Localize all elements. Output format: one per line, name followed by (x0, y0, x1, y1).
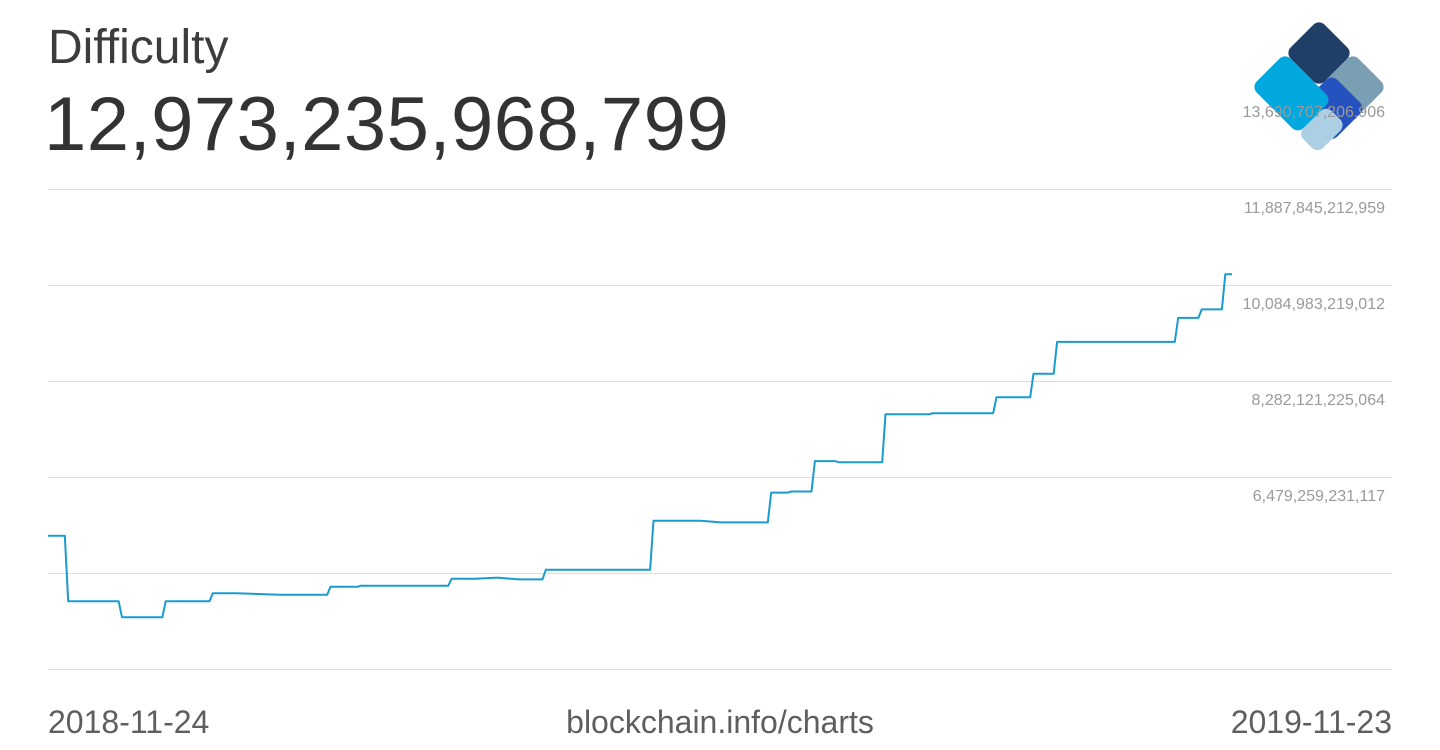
logo-dark-square (1288, 22, 1350, 84)
y-tick-label: 8,282,121,225,064 (1252, 392, 1386, 409)
end-date-label: 2019-11-23 (1230, 704, 1392, 740)
chart-title: Difficulty (48, 21, 229, 74)
difficulty-series-line (48, 273, 1232, 619)
source-link[interactable]: blockchain.info/charts (566, 704, 874, 740)
blockchain-logo-icon (1254, 22, 1384, 151)
current-difficulty-value: 12,973,235,968,799 (44, 82, 730, 167)
y-tick-label: 11,887,845,212,959 (1244, 200, 1385, 217)
logo-cyan-square (1254, 56, 1329, 131)
start-date-label: 2018-11-24 (48, 704, 210, 740)
y-tick-label: 6,479,259,231,117 (1253, 488, 1385, 505)
y-tick-label: 13,690,707,206,906 (1243, 104, 1385, 121)
y-tick-label: 10,084,983,219,012 (1243, 296, 1385, 313)
logo-light-square (1301, 108, 1343, 151)
